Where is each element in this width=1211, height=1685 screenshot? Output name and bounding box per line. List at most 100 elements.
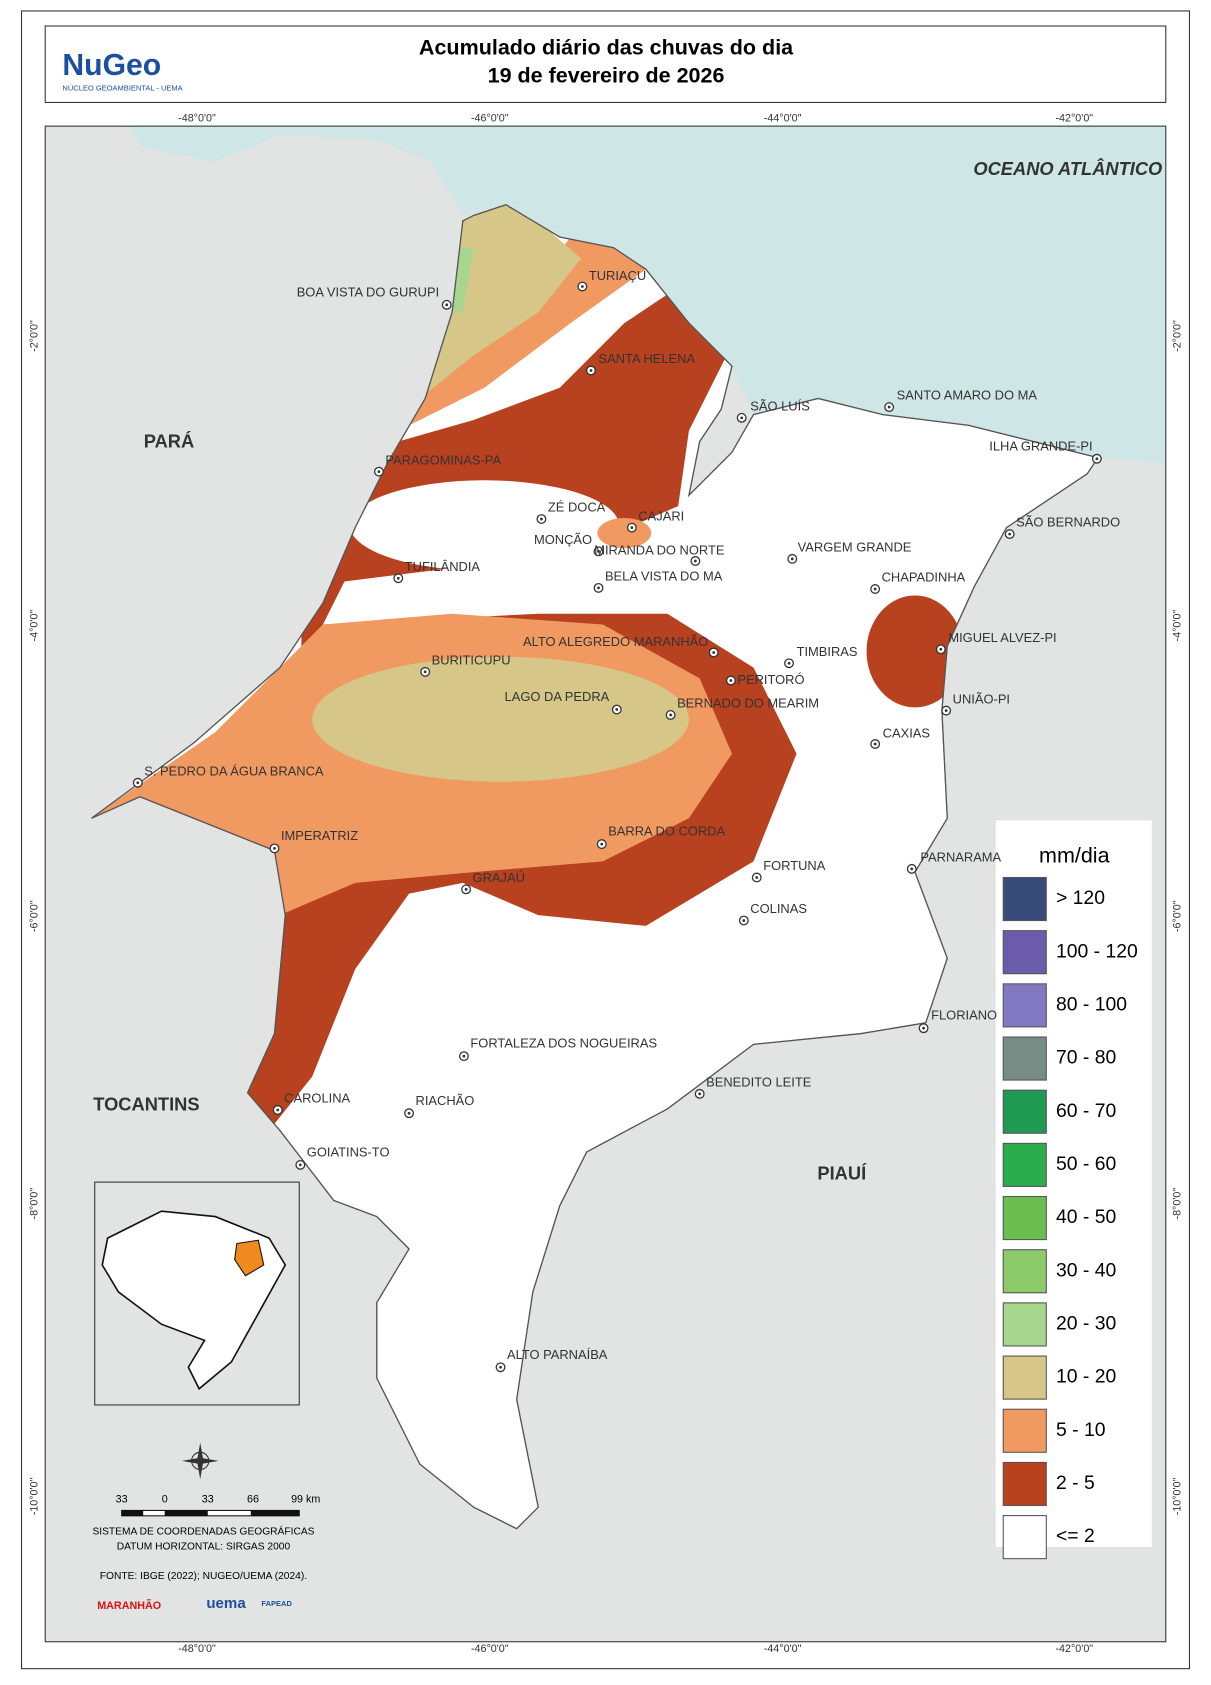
ocean xyxy=(129,126,1166,464)
city-marker-dot xyxy=(377,470,381,474)
zone-2-5 xyxy=(866,595,964,708)
note: DATUM HORIZONTAL: SIRGAS 2000 xyxy=(117,1542,291,1553)
city-marker-dot xyxy=(580,285,584,288)
city-marker-dot xyxy=(298,1163,302,1167)
land-north xyxy=(45,126,463,216)
legend-swatch xyxy=(1002,1196,1047,1241)
city-marker-dot xyxy=(540,517,543,521)
logo-text: MARANHÃO xyxy=(97,1599,161,1612)
latitude-label: -6°0'0" xyxy=(1171,900,1183,932)
city-marker-dot xyxy=(729,679,733,682)
city-label: MIGUEL ALVEZ-PI xyxy=(948,630,1056,645)
city-marker-dot xyxy=(944,709,948,713)
city-marker-dot xyxy=(499,1365,502,1369)
city-label: ALTO PARNAÍBA xyxy=(507,1347,608,1362)
city-label: TIMBIRAS xyxy=(797,644,858,659)
city-label: FORTALEZA DOS NOGUEIRAS xyxy=(470,1036,657,1051)
city-marker-dot xyxy=(712,651,716,654)
scale-label: 99 km xyxy=(291,1494,320,1506)
city-label: CAROLINA xyxy=(284,1091,350,1106)
legend-swatch xyxy=(1002,1249,1047,1294)
city-marker-dot xyxy=(669,713,673,717)
legend-label: 30 - 40 xyxy=(1056,1259,1117,1281)
city-label: VARGEM GRANDE xyxy=(798,539,912,554)
latitude-label: -6°0'0" xyxy=(28,900,40,932)
city-marker-dot xyxy=(407,1111,411,1115)
header-box xyxy=(44,25,1167,103)
city-label: TUFILÂNDIA xyxy=(405,559,481,574)
latitude-label: -2°0'0" xyxy=(1171,320,1183,352)
legend-swatch xyxy=(1002,1515,1047,1560)
city-marker-dot xyxy=(693,559,697,563)
legend-label: 70 - 80 xyxy=(1056,1047,1117,1069)
city-label: BARRA DO CORDA xyxy=(608,824,725,839)
latitude-label: -8°0'0" xyxy=(1171,1188,1183,1220)
city-label: COLINAS xyxy=(750,901,807,916)
legend-label: 60 - 70 xyxy=(1056,1100,1117,1122)
city-label: CAXIAS xyxy=(883,726,931,741)
city-marker-dot xyxy=(462,1054,466,1058)
city-label: TURIAÇU xyxy=(589,268,646,283)
city-marker-dot xyxy=(742,919,746,922)
city-label: SÃO LUÍS xyxy=(750,398,810,413)
compass xyxy=(181,1442,219,1480)
longitude-label: -42°0'0" xyxy=(1055,112,1093,124)
longitude-label: -48°0'0" xyxy=(178,1643,216,1655)
city-label: GRAJAÚ xyxy=(473,870,525,885)
subtitle: 19 de fevereiro de 2026 xyxy=(488,63,725,87)
city-marker-dot xyxy=(939,647,943,651)
latitude-label: -10°0'0" xyxy=(1171,1477,1183,1515)
city-marker-dot xyxy=(922,1026,925,1030)
legend-label: 80 - 100 xyxy=(1056,993,1127,1015)
zone-dry xyxy=(592,573,700,600)
latitude-label: -2°0'0" xyxy=(28,320,40,352)
city-label: UNIÃO-PI xyxy=(953,691,1010,706)
legend-swatch xyxy=(1002,1355,1047,1400)
city-marker-dot xyxy=(910,867,914,871)
city-marker-dot xyxy=(873,742,877,746)
region-label: TOCANTINS xyxy=(93,1094,199,1115)
region-label: PARÁ xyxy=(144,430,194,451)
map-frame xyxy=(44,125,1167,1643)
legend-label: 50 - 60 xyxy=(1056,1153,1117,1175)
city-marker-dot xyxy=(1095,457,1099,461)
scale-label: 66 xyxy=(247,1494,259,1506)
city-label: MIRANDA DO NORTE xyxy=(594,543,725,558)
zone-dry xyxy=(349,480,619,571)
legend-label: 20 - 30 xyxy=(1056,1313,1117,1335)
city-label: SÃO BERNARDO xyxy=(1016,515,1120,530)
legend-label: <= 2 xyxy=(1056,1525,1095,1547)
note: FONTE: IBGE (2022); NUGEO/UEMA (2024). xyxy=(100,1571,307,1582)
city-label: CHAPADINHA xyxy=(882,570,966,585)
city-label: GOIATINS-TO xyxy=(307,1144,390,1159)
city-label: BOA VISTA DO GURUPI xyxy=(297,284,439,299)
city-marker-dot xyxy=(600,842,604,846)
city-label: SANTO AMARO DO MA xyxy=(897,388,1038,403)
city-marker-dot xyxy=(873,587,877,591)
legend-label: 5 - 10 xyxy=(1056,1419,1106,1441)
region-label: PIAUÍ xyxy=(817,1162,867,1183)
region-label: OCEANO ATLÂNTICO xyxy=(973,158,1162,179)
scale-label: 0 xyxy=(162,1494,168,1506)
city-label: BELA VISTA DO MA xyxy=(605,569,723,584)
scale-bar xyxy=(121,1509,300,1517)
city-label: PARAGOMINAS-PA xyxy=(385,452,501,467)
title: Acumulado diário das chuvas do dia xyxy=(419,35,794,59)
latitude-label: -8°0'0" xyxy=(28,1188,40,1220)
city-label: MONÇÃO xyxy=(534,532,592,547)
logo-text: FAPEAD xyxy=(261,1599,292,1608)
city-marker-dot xyxy=(136,781,140,785)
city-label: ALTO ALEGREDO MARANHÃO xyxy=(523,634,708,649)
city-marker-dot xyxy=(276,1108,280,1112)
city-marker-dot xyxy=(787,661,791,665)
legend-swatch xyxy=(1002,930,1047,975)
city-label: SANTA HELENA xyxy=(599,351,696,366)
zone-5-10 xyxy=(597,517,652,549)
city-marker-dot xyxy=(597,549,600,553)
city-marker-dot xyxy=(396,576,400,580)
city-marker-dot xyxy=(464,887,468,891)
longitude-label: -46°0'0" xyxy=(471,112,509,124)
legend-swatch xyxy=(1002,983,1047,1028)
legend-swatch xyxy=(1002,1302,1047,1347)
logo-subtitle: NÚCLEO GEOAMBIENTAL - UEMA xyxy=(62,83,182,92)
